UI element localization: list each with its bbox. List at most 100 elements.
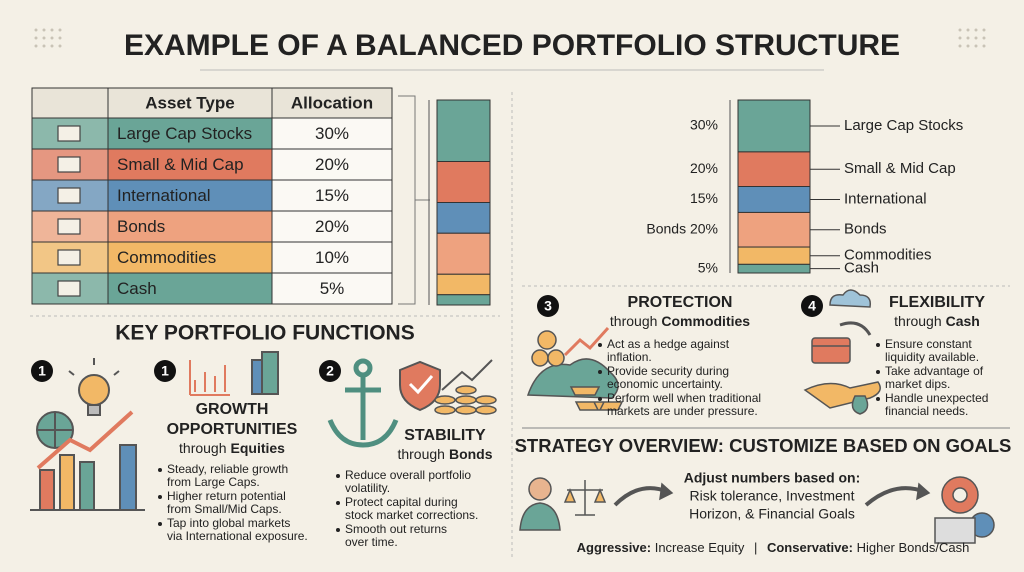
category-label: International xyxy=(844,190,927,207)
bullet-text: Perform well when traditional xyxy=(607,391,761,405)
bar-segment xyxy=(737,151,811,187)
separator: | xyxy=(754,540,757,555)
category-label: Cash xyxy=(844,260,879,277)
allocation: 10% xyxy=(315,248,349,267)
key-functions: 1 GROWTH OPPORTUNITIES through Equities Stead… xyxy=(154,294,988,549)
bar-segment xyxy=(737,263,811,274)
bar-segment xyxy=(436,232,491,275)
bullet xyxy=(876,370,880,374)
bullet xyxy=(598,397,602,401)
bullet-text: Ensure constant xyxy=(885,337,972,351)
bullet-text: economic uncertainty. xyxy=(607,377,723,391)
function-subtitle: through Cash xyxy=(894,313,980,329)
through: through xyxy=(610,313,657,329)
through: through xyxy=(179,440,226,456)
bullet xyxy=(876,343,880,347)
badge-number: 1 xyxy=(38,363,46,379)
bullet-text: markets are under pressure. xyxy=(607,404,758,418)
allocation-charts: 30% Large Cap Stocks 20% Small & Mid Cap 15%… xyxy=(428,99,963,306)
allocation: 15% xyxy=(315,186,349,205)
emphasis: Bonds xyxy=(449,446,493,462)
header-label: Asset Type xyxy=(145,93,234,112)
bar-segment xyxy=(436,294,491,306)
bullet-text: Handle unexpected xyxy=(885,391,988,405)
asset-name: Small & Mid Cap xyxy=(117,155,244,174)
row-icon xyxy=(57,218,81,235)
stability-icon xyxy=(327,358,497,448)
bullet-text: market dips. xyxy=(885,377,950,391)
bar-segment xyxy=(737,186,811,213)
bullet-text: from Small/Mid Caps. xyxy=(167,502,282,516)
bullet-text: from Large Caps. xyxy=(167,475,260,489)
bullet xyxy=(336,528,340,532)
aggressive-text: Increase Equity xyxy=(655,540,745,555)
function-title: GROWTH xyxy=(196,401,269,418)
asset-cell xyxy=(107,272,273,305)
emphasis: Equities xyxy=(231,440,286,456)
badge-number: 2 xyxy=(326,363,334,379)
bullet-text: Smooth out returns xyxy=(345,522,447,536)
strategy-icons xyxy=(519,476,995,544)
section-title: KEY PORTFOLIO FUNCTIONS xyxy=(115,322,414,345)
value-label: 30% xyxy=(690,117,718,133)
asset-name: Cash xyxy=(117,279,157,298)
asset-name: Large Cap Stocks xyxy=(117,124,252,143)
function-title: OPPORTUNITIES xyxy=(167,421,298,438)
value-label: Bonds 20% xyxy=(646,220,718,236)
bullet-text: Reduce overall portfolio xyxy=(345,468,471,482)
bullet-text: Steady, reliable growth xyxy=(167,462,288,476)
bar-segment xyxy=(737,99,811,153)
strategy-line: Horizon, & Financial Goals xyxy=(689,506,855,522)
conservative-text: Higher Bonds/Cash xyxy=(857,540,970,555)
allocation: 20% xyxy=(315,217,349,236)
bullet xyxy=(876,397,880,401)
category-label: Small & Mid Cap xyxy=(844,160,956,177)
allocation-cell xyxy=(271,179,393,212)
bullet-text: financial needs. xyxy=(885,404,968,418)
category-label: Large Cap Stocks xyxy=(844,117,963,134)
badge xyxy=(801,295,823,317)
category-label: Bonds xyxy=(844,221,887,238)
asset-cell xyxy=(107,117,273,150)
badge xyxy=(154,360,176,382)
bullet xyxy=(336,474,340,478)
function-title: FLEXIBILITY xyxy=(889,294,985,311)
bullet-text: inflation. xyxy=(607,350,652,364)
row-icon xyxy=(57,187,81,204)
badge xyxy=(319,360,341,382)
category-label: Commodities xyxy=(844,247,932,264)
conservative-label: Conservative: xyxy=(767,540,853,555)
header-label: Allocation xyxy=(291,93,373,112)
allocation-table: Asset Type Allocation Large Cap Stocks 30% S… xyxy=(31,87,393,305)
allocation-cell xyxy=(271,272,393,305)
allocation: 30% xyxy=(315,124,349,143)
bullet-text: volatility. xyxy=(345,481,390,495)
bar-segment xyxy=(436,99,491,162)
row-icon xyxy=(57,280,81,297)
badge-number: 1 xyxy=(161,363,169,379)
function-subtitle: through Commodities xyxy=(610,313,750,329)
value-label: 15% xyxy=(690,190,718,206)
bar-segment xyxy=(436,273,491,296)
protection-icon xyxy=(526,326,624,411)
badge-number: 4 xyxy=(808,298,816,314)
bullet-text: via International exposure. xyxy=(167,529,308,543)
bullet-text: Tap into global markets xyxy=(167,516,290,530)
allocation-cell xyxy=(271,241,393,274)
asset-name: Commodities xyxy=(117,248,216,267)
bullet xyxy=(158,495,162,499)
header-cell xyxy=(31,87,393,119)
strategy-heading: Adjust numbers based on: xyxy=(684,470,861,486)
bar-segment xyxy=(737,246,811,265)
bullet xyxy=(158,522,162,526)
aggressive-label: Aggressive: xyxy=(577,540,651,555)
asset-cell xyxy=(107,241,273,274)
allocation: 20% xyxy=(315,155,349,174)
row-icon xyxy=(57,156,81,173)
function-subtitle: through Equities xyxy=(179,440,285,456)
badge xyxy=(537,295,559,317)
strategy-line: Risk tolerance, Investment xyxy=(690,488,855,504)
bar-segment xyxy=(436,161,491,203)
badge xyxy=(31,360,53,382)
